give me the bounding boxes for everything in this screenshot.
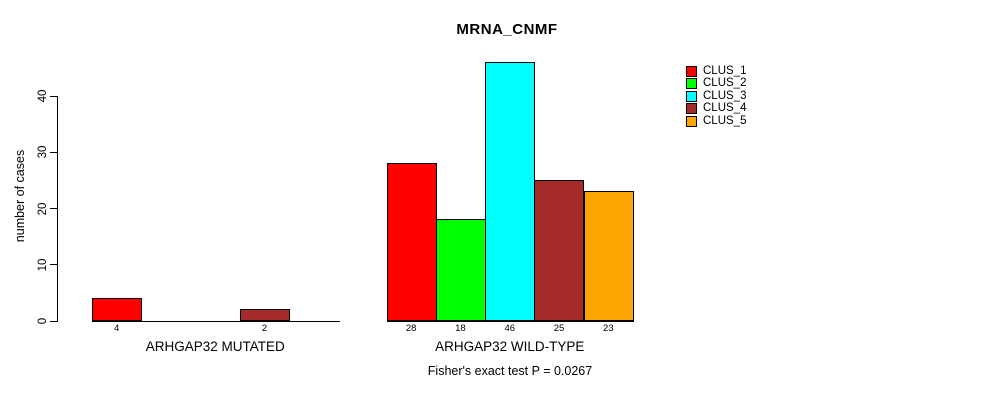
y-axis-tick — [50, 151, 57, 153]
legend-swatch-clus_1 — [686, 65, 697, 77]
legend-label-clus_5: CLUS_5 — [703, 114, 747, 127]
bar-clus_1-group0 — [92, 298, 142, 321]
bar-value-label: 4 — [113, 322, 120, 334]
x-axis-baseline — [92, 320, 340, 322]
bar-clus_3-group1 — [485, 61, 536, 321]
x-axis-group-label: ARHGAP32 WILD-TYPE — [435, 339, 585, 354]
bar-value-label: 18 — [455, 322, 466, 334]
legend-label-clus_1: CLUS_1 — [703, 64, 747, 77]
bar-value-label: 2 — [261, 322, 268, 334]
legend-label-clus_2: CLUS_2 — [703, 77, 747, 90]
bar-value-label: 46 — [504, 322, 516, 334]
y-axis-spine — [57, 95, 58, 322]
bar-clus_2-group1 — [435, 219, 486, 321]
bar-value-label: 25 — [553, 322, 565, 334]
y-axis-tick-label: 30 — [37, 145, 49, 159]
x-axis-baseline — [386, 320, 634, 322]
x-axis-group-label: ARHGAP32 MUTATED — [145, 339, 285, 354]
legend-label-clus_4: CLUS_4 — [703, 102, 747, 115]
y-axis-tick-label: 0 — [37, 317, 49, 325]
bar-clus_1-group1 — [386, 163, 437, 321]
chart-title: MRNA_CNMF — [456, 21, 558, 38]
y-axis-title: number of cases — [13, 149, 27, 243]
y-axis-tick-label: 20 — [37, 202, 49, 215]
y-axis-tick — [50, 208, 57, 209]
bar-clus_4-group0 — [239, 309, 290, 321]
bar-clus_5-group1 — [583, 191, 634, 321]
legend-swatch-clus_4 — [686, 103, 697, 115]
legend-swatch-clus_2 — [686, 78, 697, 90]
y-axis-tick — [50, 95, 57, 97]
bar-value-label: 23 — [603, 322, 614, 334]
legend-swatch-clus_5 — [686, 115, 697, 127]
bar-value-label: 28 — [405, 322, 417, 334]
y-axis-tick — [50, 264, 57, 266]
legend-swatch-clus_3 — [686, 90, 697, 102]
legend-label-clus_3: CLUS_3 — [703, 89, 747, 102]
y-axis-tick-label: 40 — [37, 89, 49, 103]
bar-clus_4-group1 — [534, 179, 585, 321]
fisher-test-annotation: Fisher's exact test P = 0.0267 — [427, 364, 593, 378]
y-axis-tick-label: 10 — [37, 258, 49, 272]
y-axis-tick — [50, 320, 57, 322]
